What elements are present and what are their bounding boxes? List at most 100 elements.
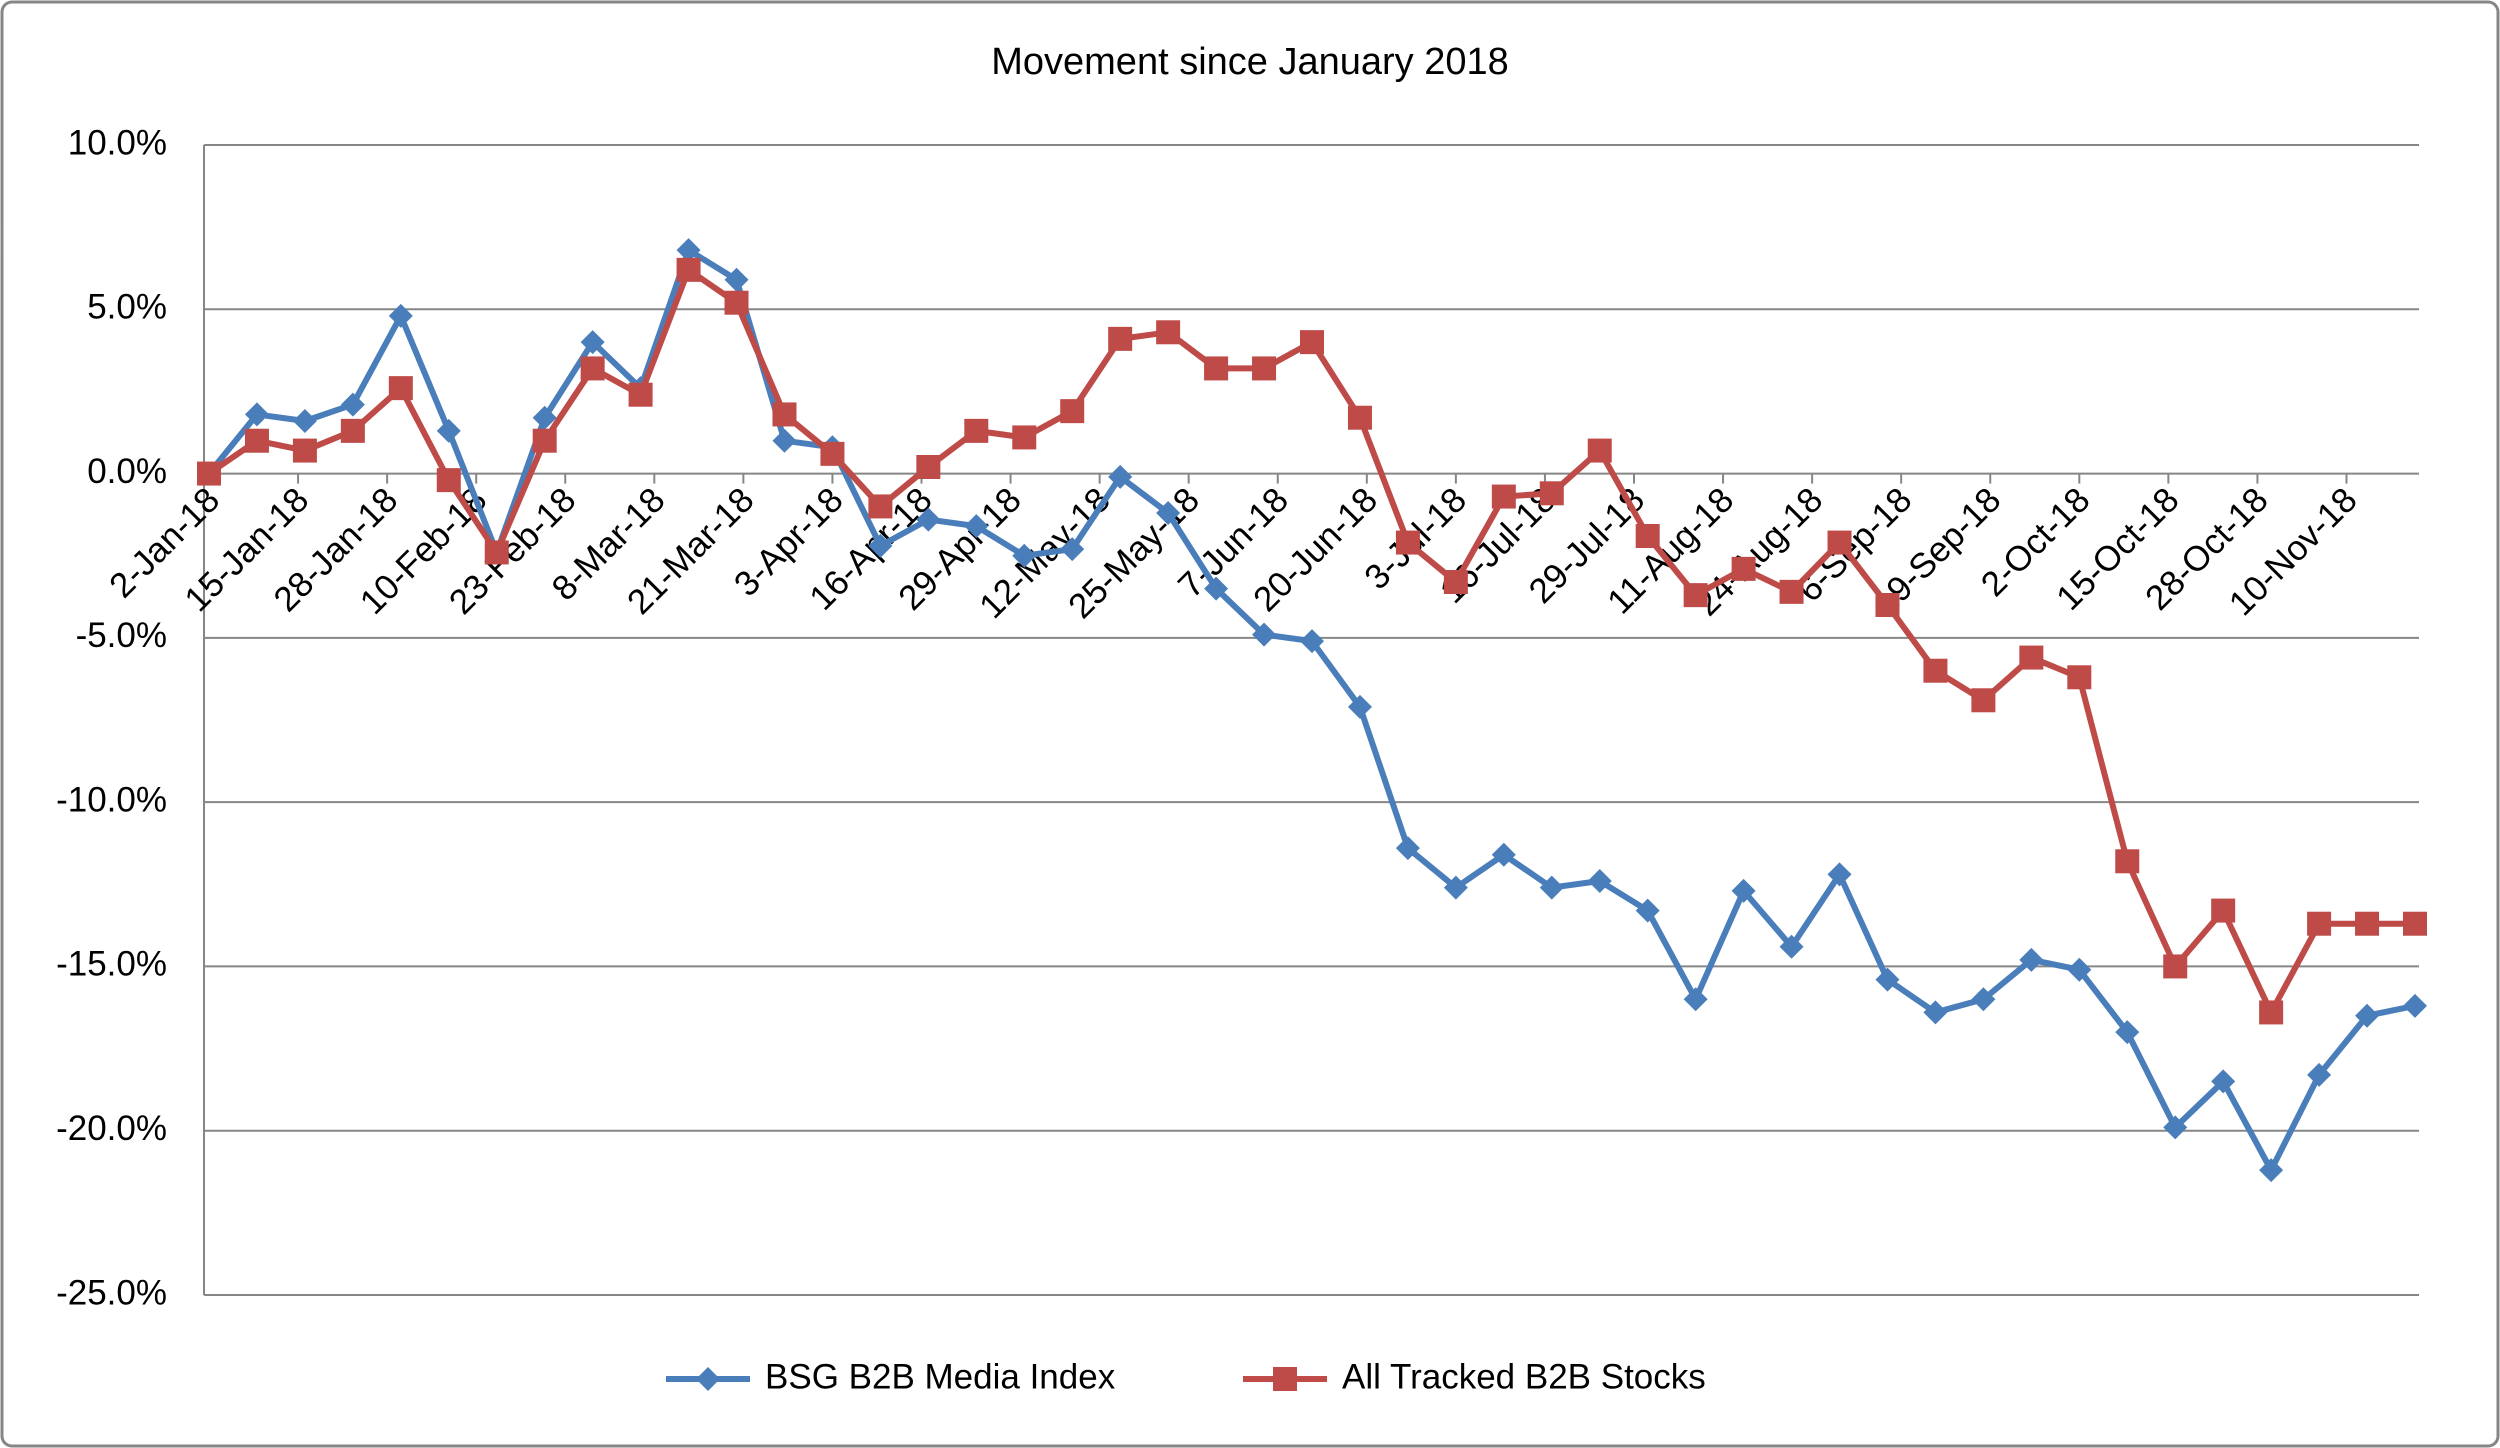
data-point <box>1252 622 1277 647</box>
data-point <box>532 405 557 430</box>
data-point <box>1779 934 1804 959</box>
data-point <box>1491 842 1516 867</box>
data-point <box>1108 464 1133 489</box>
data-point <box>628 382 653 407</box>
data-point <box>1156 320 1181 345</box>
data-point <box>1827 530 1852 555</box>
data-point <box>868 494 893 519</box>
data-point <box>2163 954 2188 979</box>
data-point <box>2163 1115 2188 1140</box>
data-point <box>964 514 989 539</box>
data-point <box>1395 836 1420 861</box>
y-tick-label: -15.0% <box>56 945 167 984</box>
data-point <box>724 267 749 292</box>
data-point <box>292 409 317 433</box>
data-point <box>1060 537 1085 562</box>
data-point <box>1875 593 1900 617</box>
data-point <box>2115 1020 2140 1045</box>
data-point <box>1156 501 1181 525</box>
data-point <box>2019 645 2044 670</box>
data-point <box>676 238 701 263</box>
data-point <box>964 418 989 443</box>
data-point <box>580 330 605 355</box>
data-point <box>1923 1000 1948 1025</box>
data-point <box>676 257 701 282</box>
data-point <box>2259 1158 2284 1183</box>
legend-marker <box>1273 1367 1297 1391</box>
data-point <box>388 376 413 401</box>
data-point <box>1731 878 1756 903</box>
data-point <box>772 402 797 427</box>
data-point <box>2307 1062 2332 1087</box>
data-point <box>2211 1069 2236 1094</box>
y-tick-label: -25.0% <box>56 1273 167 1312</box>
legend-label: BSG B2B Media Index <box>765 1357 1116 1396</box>
data-point <box>244 402 269 427</box>
data-point <box>436 418 461 443</box>
data-point <box>2355 911 2380 936</box>
data-point <box>1347 694 1372 719</box>
data-point <box>2259 1000 2284 1025</box>
y-tick-label: -10.0% <box>56 780 167 819</box>
data-point <box>580 356 605 381</box>
y-tick-label: 0.0% <box>87 452 167 491</box>
data-point <box>916 507 941 532</box>
data-point <box>2067 665 2092 690</box>
data-point <box>1875 967 1900 992</box>
data-point <box>1443 875 1468 900</box>
data-point <box>1587 869 1612 893</box>
data-point <box>1731 556 1756 581</box>
y-tick-label: 10.0% <box>68 123 167 162</box>
data-point <box>244 428 269 453</box>
data-point <box>1923 658 1948 683</box>
data-point <box>1204 576 1229 601</box>
data-point <box>2403 993 2427 1018</box>
y-tick-label: -5.0% <box>76 616 167 655</box>
y-tick-label: -20.0% <box>56 1109 167 1148</box>
data-point <box>1779 579 1804 604</box>
data-point <box>1971 688 1996 713</box>
data-point <box>388 303 413 328</box>
data-point <box>1635 898 1660 923</box>
data-point <box>1587 438 1612 463</box>
data-point <box>1539 875 1564 900</box>
data-point <box>1395 530 1420 555</box>
data-point <box>340 392 365 417</box>
data-point <box>532 428 557 453</box>
data-point <box>2211 898 2236 923</box>
data-point <box>2067 957 2092 982</box>
data-point <box>1683 583 1708 608</box>
data-point <box>1060 399 1085 424</box>
data-point <box>1300 629 1324 654</box>
data-point <box>340 418 365 443</box>
data-point <box>1012 425 1037 450</box>
data-point <box>2307 911 2332 936</box>
legend-entry: All Tracked B2B Stocks <box>1243 1357 1706 1396</box>
data-point <box>1683 987 1708 1012</box>
legend-entry: BSG B2B Media Index <box>666 1357 1116 1396</box>
y-tick-label: 5.0% <box>87 288 167 327</box>
data-point <box>197 461 221 486</box>
data-point <box>436 468 461 493</box>
data-point <box>1204 356 1229 381</box>
data-point <box>1443 570 1468 594</box>
data-point <box>772 428 797 453</box>
data-point <box>1300 330 1324 355</box>
legend-marker <box>696 1367 720 1391</box>
legend-label: All Tracked B2B Stocks <box>1342 1357 1706 1396</box>
data-point <box>1252 356 1277 381</box>
data-point <box>1539 481 1564 506</box>
data-point <box>2115 849 2140 874</box>
data-point <box>724 290 749 315</box>
chart-title: Movement since January 2018 <box>991 41 1509 83</box>
data-point <box>1012 543 1037 568</box>
data-point <box>868 533 893 558</box>
data-point <box>1347 405 1372 430</box>
data-point <box>820 441 845 466</box>
data-point <box>1827 862 1852 887</box>
data-point <box>2403 911 2427 936</box>
data-point <box>1971 987 1996 1012</box>
